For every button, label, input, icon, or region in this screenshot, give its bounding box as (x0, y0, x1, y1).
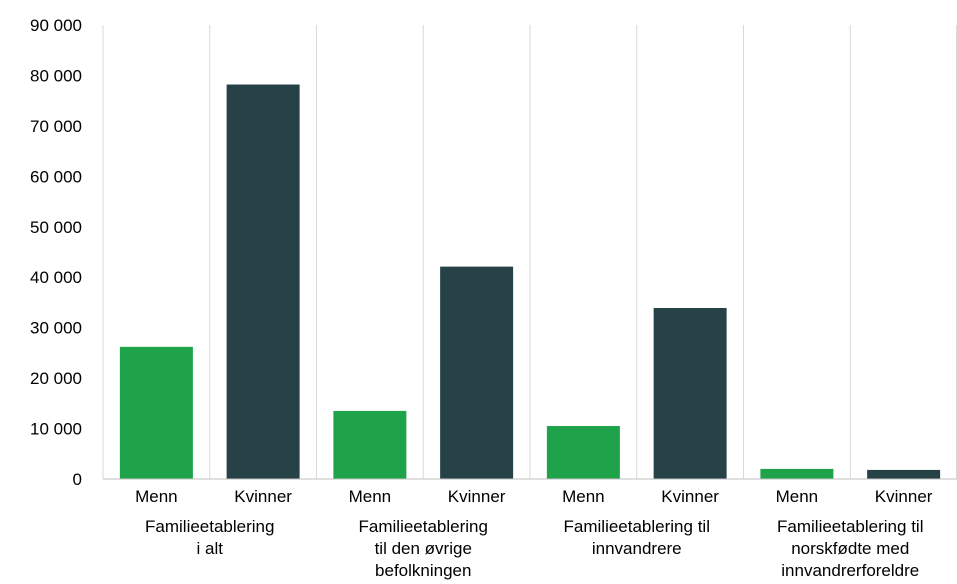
y-tick-label: 90 000 (30, 16, 82, 35)
group-label: til den øvrige (375, 539, 472, 558)
category-label: Kvinner (875, 487, 933, 506)
group-label: Familieetablering til (564, 517, 710, 536)
y-tick-label: 40 000 (30, 268, 82, 287)
bar-kvinner-1 (226, 84, 300, 479)
y-tick-label: 70 000 (30, 117, 82, 136)
category-label: Kvinner (234, 487, 292, 506)
y-tick-label: 10 000 (30, 420, 82, 439)
y-tick-label: 0 (73, 470, 82, 489)
bars (119, 84, 941, 479)
group-label: innvandrere (592, 539, 682, 558)
group-label: befolkningen (375, 561, 471, 580)
category-label: Menn (349, 487, 392, 506)
y-axis-ticks: 0 10 000 20 000 30 000 40 000 50 000 60 000 70 … (30, 16, 82, 489)
group-label: Familieetablering til (777, 517, 923, 536)
group-label: Familieetablering (145, 517, 274, 536)
y-tick-label: 50 000 (30, 218, 82, 237)
group-label: i alt (197, 539, 224, 558)
category-label: Kvinner (448, 487, 506, 506)
bar-menn-4 (760, 468, 834, 479)
group-label: Familieetablering (359, 517, 488, 536)
category-label: Menn (135, 487, 178, 506)
category-labels: Menn Kvinner Menn Kvinner Menn Kvinner Menn Kvi… (135, 487, 933, 506)
bar-kvinner-2 (440, 266, 514, 479)
y-tick-label: 80 000 (30, 66, 82, 85)
group-label: innvandrerforeldre (781, 561, 919, 580)
y-tick-label: 60 000 (30, 167, 82, 186)
bar-kvinner-4 (867, 469, 941, 479)
group-labels: Familieetablering i alt Familieetablering t… (145, 517, 923, 580)
bar-menn-3 (546, 426, 620, 479)
y-tick-label: 30 000 (30, 319, 82, 338)
bar-menn-1 (119, 346, 193, 479)
category-label: Menn (776, 487, 819, 506)
group-label: norskfødte med (791, 539, 909, 558)
bar-menn-2 (333, 410, 407, 479)
category-label: Menn (562, 487, 605, 506)
bar-kvinner-3 (653, 307, 727, 479)
y-tick-label: 20 000 (30, 369, 82, 388)
category-label: Kvinner (661, 487, 719, 506)
